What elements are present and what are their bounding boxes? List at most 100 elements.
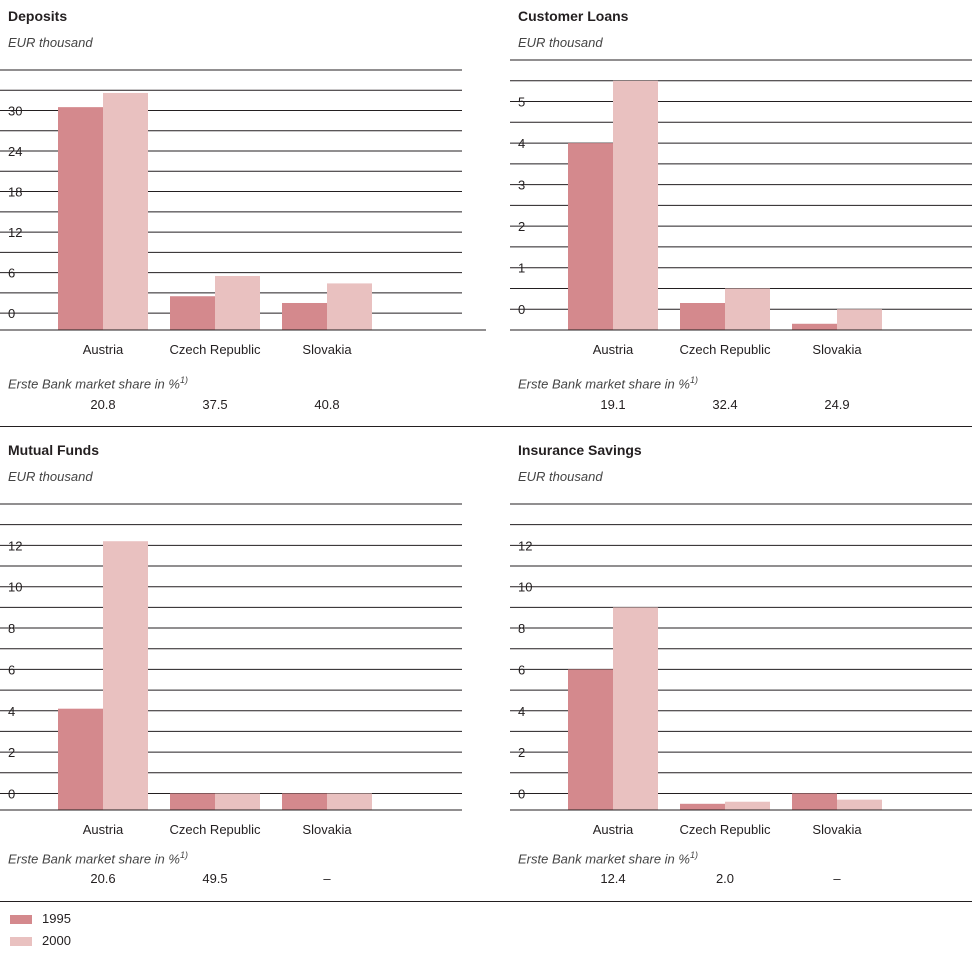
x-category-label: Slovakia bbox=[812, 822, 862, 837]
market-share-austria: 20.8 bbox=[90, 397, 116, 412]
bar bbox=[613, 80, 658, 331]
y-tick-label: 12 bbox=[518, 538, 532, 553]
y-tick-label: 30 bbox=[8, 104, 22, 119]
y-tick-label: 2 bbox=[518, 219, 525, 234]
panel-deposits: Deposits EUR thousand 0 6 12 18 24 30 Austria C… bbox=[0, 8, 486, 426]
legend-swatch bbox=[10, 937, 32, 946]
legend-label: 2000 bbox=[42, 933, 71, 948]
panel-customer-loans: Customer Loans EUR thousand 0 1 2 3 4 5 Austri… bbox=[510, 8, 972, 426]
bar bbox=[327, 793, 372, 810]
market-share-slovakia: 40.8 bbox=[314, 397, 340, 412]
bar bbox=[792, 323, 837, 330]
bar bbox=[58, 107, 103, 331]
bar bbox=[215, 275, 260, 330]
y-tick-label: 4 bbox=[518, 704, 525, 719]
y-tick-label: 4 bbox=[518, 136, 525, 151]
market-share-austria: 20.6 bbox=[90, 871, 116, 886]
bar bbox=[837, 309, 882, 330]
market-share-slovakia: – bbox=[833, 871, 841, 886]
x-category-label: Austria bbox=[593, 822, 634, 837]
market-share-czech: 49.5 bbox=[202, 871, 228, 886]
y-tick-label: 1 bbox=[518, 261, 525, 276]
y-tick-label: 18 bbox=[8, 185, 22, 200]
y-tick-label: 2 bbox=[8, 745, 15, 760]
x-category-label: Austria bbox=[593, 342, 634, 357]
x-category-label: Czech Republic bbox=[169, 822, 261, 837]
mutual-funds-chart: 0 2 4 6 8 10 12 Austria Czech Republic Slovakia bbox=[0, 503, 462, 837]
bar bbox=[170, 296, 215, 330]
market-share-label: Erste Bank market share in %1) bbox=[518, 375, 698, 392]
y-tick-label: 10 bbox=[8, 580, 22, 595]
section-divider bbox=[0, 901, 972, 902]
y-tick-label: 12 bbox=[8, 538, 22, 553]
y-tick-label: 6 bbox=[8, 266, 15, 281]
bar bbox=[327, 283, 372, 330]
market-share-czech: 37.5 bbox=[202, 397, 228, 412]
section-divider bbox=[0, 426, 972, 427]
bar bbox=[103, 92, 148, 331]
y-tick-label: 2 bbox=[518, 745, 525, 760]
bar bbox=[170, 793, 215, 810]
y-tick-label: 0 bbox=[8, 786, 15, 801]
bar bbox=[680, 803, 725, 810]
bar bbox=[282, 302, 327, 330]
legend-label: 1995 bbox=[42, 911, 71, 926]
insurance-savings-chart: 0 2 4 6 8 10 12 Austria Czech Republic Slovakia bbox=[510, 503, 972, 837]
legend-swatch bbox=[10, 915, 32, 924]
y-tick-label: 5 bbox=[518, 95, 525, 110]
y-tick-label: 24 bbox=[8, 144, 22, 159]
bar bbox=[613, 607, 658, 810]
y-tick-label: 10 bbox=[518, 580, 532, 595]
market-share-czech: 2.0 bbox=[715, 871, 735, 886]
y-tick-label: 8 bbox=[518, 621, 525, 636]
y-tick-label: 0 bbox=[518, 786, 525, 801]
market-share-austria: 12.4 bbox=[600, 871, 626, 886]
bar bbox=[282, 793, 327, 810]
unit-label: EUR thousand bbox=[8, 469, 93, 484]
market-share-label: Erste Bank market share in %1) bbox=[518, 850, 698, 867]
x-category-label: Slovakia bbox=[812, 342, 862, 357]
y-tick-label: 6 bbox=[8, 662, 15, 677]
y-tick-label: 12 bbox=[8, 225, 22, 240]
bar bbox=[103, 541, 148, 810]
market-share-label: Erste Bank market share in %1) bbox=[8, 850, 188, 867]
x-category-label: Czech Republic bbox=[679, 822, 771, 837]
bar bbox=[568, 143, 613, 330]
chart-title: Customer Loans bbox=[518, 8, 629, 24]
market-share-label: Erste Bank market share in %1) bbox=[8, 375, 188, 392]
x-category-label: Slovakia bbox=[302, 822, 352, 837]
y-tick-label: 6 bbox=[518, 662, 525, 677]
bar bbox=[792, 793, 837, 810]
x-category-label: Austria bbox=[83, 342, 124, 357]
unit-label: EUR thousand bbox=[8, 35, 93, 50]
y-tick-label: 3 bbox=[518, 178, 525, 193]
chart-title: Insurance Savings bbox=[518, 442, 642, 458]
market-share-slovakia: 24.9 bbox=[824, 397, 850, 412]
x-category-label: Czech Republic bbox=[679, 342, 771, 357]
y-tick-label: 4 bbox=[8, 704, 15, 719]
deposits-chart: 0 6 12 18 24 30 Austria Czech Republic Slovakia bbox=[0, 69, 486, 357]
market-share-slovakia: – bbox=[323, 871, 331, 886]
y-tick-label: 0 bbox=[518, 302, 525, 317]
bar bbox=[837, 799, 882, 810]
bar bbox=[680, 303, 725, 330]
x-category-label: Slovakia bbox=[302, 342, 352, 357]
customer-loans-chart: 0 1 2 3 4 5 Austria Czech Republic Slovakia bbox=[510, 59, 972, 357]
y-tick-label: 0 bbox=[8, 306, 15, 321]
bar bbox=[568, 669, 613, 810]
y-tick-label: 8 bbox=[8, 621, 15, 636]
bar bbox=[725, 801, 770, 810]
market-share-austria: 19.1 bbox=[600, 397, 626, 412]
x-category-label: Czech Republic bbox=[169, 342, 261, 357]
bar bbox=[58, 708, 103, 810]
chart-title: Deposits bbox=[8, 8, 68, 24]
unit-label: EUR thousand bbox=[518, 35, 603, 50]
chart-title: Mutual Funds bbox=[8, 442, 99, 458]
market-share-czech: 32.4 bbox=[712, 397, 738, 412]
bar bbox=[215, 793, 260, 810]
x-category-label: Austria bbox=[83, 822, 124, 837]
panel-mutual-funds: Mutual Funds EUR thousand 0 2 4 6 8 10 12 Austr… bbox=[0, 442, 486, 900]
panel-insurance-savings: Insurance Savings EUR thousand 0 2 4 6 8 10 12… bbox=[510, 442, 972, 900]
bar bbox=[725, 288, 770, 330]
unit-label: EUR thousand bbox=[518, 469, 603, 484]
